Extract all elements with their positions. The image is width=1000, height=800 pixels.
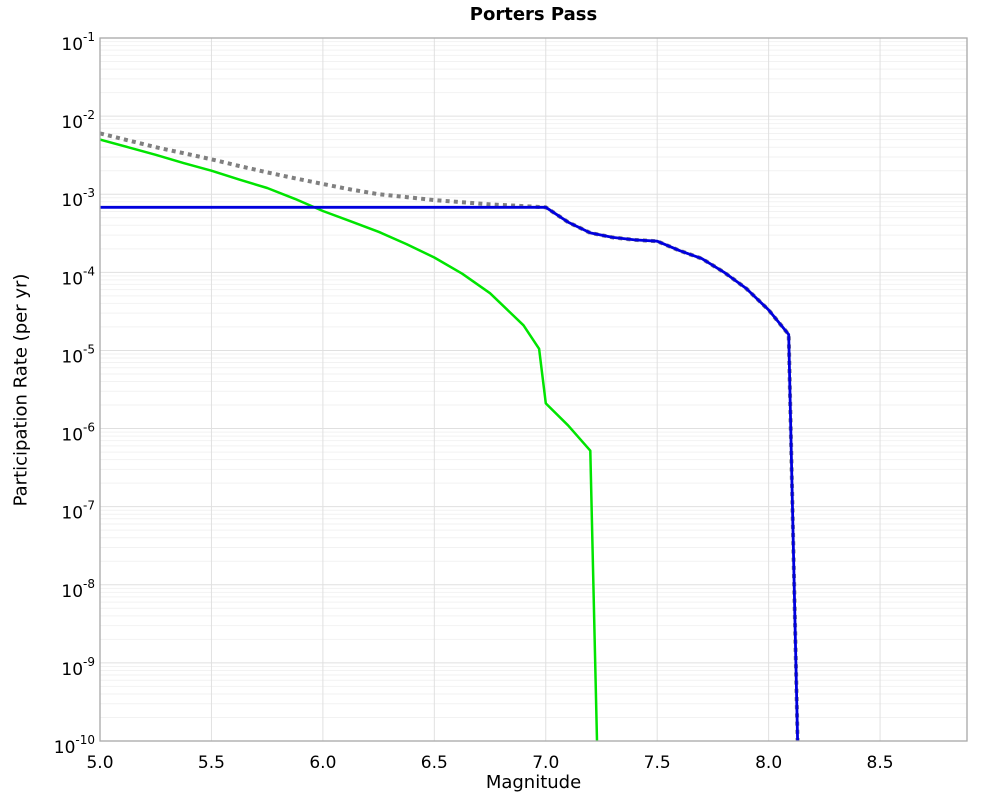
x-tick-label: 5.5 [198,753,225,773]
chart-title: Porters Pass [469,4,598,25]
x-tick-label: 7.0 [532,753,559,773]
x-tick-label: 8.0 [755,753,782,773]
minor-gridlines [100,41,967,718]
series-exponential-line [100,138,599,741]
x-tick-label: 6.5 [421,753,448,773]
series-group [100,131,800,741]
y-tick-label: 10-5 [61,342,95,367]
y-tick-label: 10-3 [61,186,95,211]
x-axis-label: Magnitude [485,772,582,793]
plot-frame [99,37,968,742]
plot-area [100,38,967,741]
x-tick-label: 8.5 [867,753,894,773]
y-tick-label: 10-8 [61,577,95,602]
x-tick-label: 5.0 [86,753,113,773]
y-tick-label: 10-2 [61,108,95,133]
y-tick-label: 10-9 [61,655,95,680]
series-total-rate-line [100,131,800,741]
y-tick-label: 10-6 [61,421,95,446]
y-tick-label: 10-1 [61,30,95,55]
y-tick-label: 10-10 [54,733,95,758]
y-axis-label: Participation Rate (per yr) [10,273,32,507]
y-tick-label: 10-4 [61,264,95,289]
x-tick-label: 7.5 [644,753,671,773]
series-characteristic-line [100,205,799,741]
y-tick-label: 10-7 [61,499,95,524]
x-tick-label: 6.0 [309,753,336,773]
